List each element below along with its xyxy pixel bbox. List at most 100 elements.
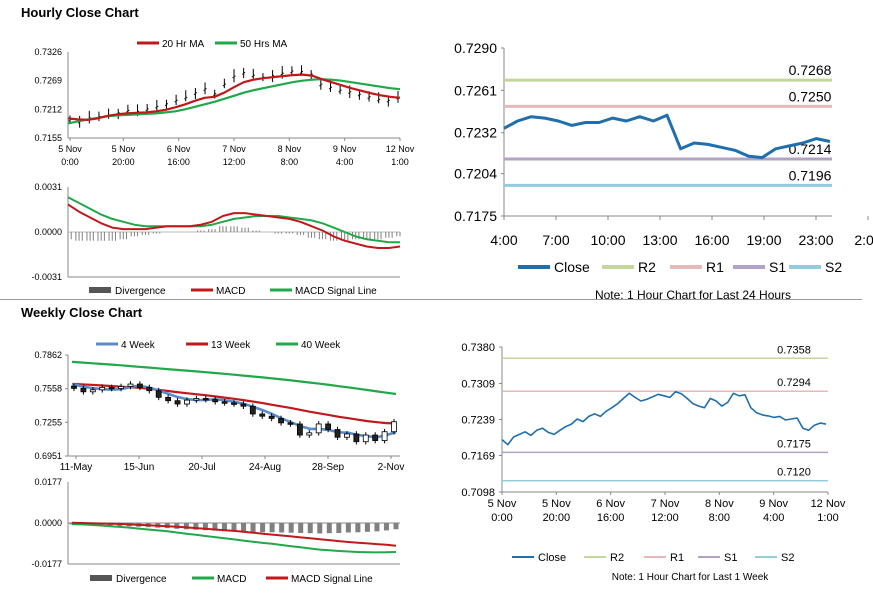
weekly-candle bbox=[372, 434, 379, 441]
weekly-divergence-bar bbox=[317, 523, 323, 534]
weekly-divergence-bar bbox=[279, 523, 285, 533]
weekly-divergence-bar bbox=[355, 523, 361, 533]
weekly-divergence-bar bbox=[193, 523, 199, 530]
weekly-candle bbox=[362, 434, 369, 443]
hourly-price-y-tick: 0.7212 bbox=[34, 104, 62, 114]
w1h-x-tick: 12:00 bbox=[651, 512, 679, 524]
weekly-divergence-bar bbox=[307, 523, 313, 534]
hourly-price-x-tick: 1:00 bbox=[391, 157, 409, 167]
weekly-divergence-bar bbox=[336, 523, 342, 533]
legend-4-week-label: 4 Week bbox=[121, 340, 156, 351]
w1h-y-tick: 0.7309 bbox=[461, 378, 495, 390]
h24-x-tick: 2:00 bbox=[854, 232, 873, 248]
weekly-price-x-tick: 15-Jun bbox=[124, 462, 155, 473]
w1h-level-s2-label: 0.7120 bbox=[777, 467, 811, 479]
w1h-x-tick: 12 Nov bbox=[811, 498, 846, 510]
w1h-x-tick: 16:00 bbox=[597, 512, 625, 524]
h24-legend-label-close: Close bbox=[554, 259, 590, 275]
legend-50hrs-ma-label: 50 Hrs MA bbox=[240, 39, 288, 50]
w1h-level-r1-label: 0.7294 bbox=[777, 377, 811, 389]
weekly-candle bbox=[136, 383, 143, 388]
weekly-40wk-line bbox=[71, 360, 397, 396]
h24-x-tick: 16:00 bbox=[694, 232, 729, 248]
weekly-candle bbox=[184, 399, 190, 405]
weekly-divergence-bar bbox=[241, 523, 247, 532]
h24-x-tick: 19:00 bbox=[746, 232, 781, 248]
weekly-divergence-bar bbox=[374, 523, 380, 532]
w1h-note: Note: 1 Hour Chart for Last 1 Week bbox=[612, 572, 770, 583]
weekly-section-title: Weekly Close Chart bbox=[21, 305, 143, 320]
weekly-divergence-bar bbox=[326, 523, 332, 534]
weekly-macd-line bbox=[71, 523, 397, 554]
h24-legend-label-r1: R1 bbox=[706, 259, 724, 275]
weekly-candle bbox=[249, 405, 256, 415]
weekly-candle bbox=[353, 433, 360, 443]
hourly-price-y-tick: 0.7155 bbox=[34, 133, 62, 143]
w1h-x-tick: 1:00 bbox=[817, 512, 838, 524]
h24-x-tick: 4:00 bbox=[490, 232, 517, 248]
weekly-candle bbox=[240, 403, 247, 407]
h24-y-tick: 0.7204 bbox=[454, 166, 497, 182]
hourly-price-x-tick: 20:00 bbox=[112, 157, 135, 167]
weekly-candle bbox=[99, 386, 106, 391]
weekly-divergence-bar bbox=[269, 523, 275, 533]
hourly-macd-y-tick: 0.0000 bbox=[34, 227, 62, 237]
hourly-macd-y-tick: -0.0031 bbox=[31, 272, 62, 282]
weekly-candle bbox=[155, 390, 162, 398]
weekly-divergence-bar bbox=[260, 523, 266, 533]
w1h-x-tick: 5 Nov bbox=[542, 498, 571, 510]
weekly-divergence-bar bbox=[298, 523, 304, 533]
weekly-divergence-bar bbox=[202, 523, 208, 531]
weekly-divergence-bar bbox=[221, 523, 227, 532]
weekly-price-x-tick: 11-May bbox=[60, 462, 93, 473]
hourly-price-x-tick: 8:00 bbox=[281, 157, 299, 167]
weekly-price-x-tick: 20-Jul bbox=[188, 462, 215, 473]
h24-x-tick: 10:00 bbox=[590, 232, 625, 248]
weekly-candle bbox=[193, 398, 200, 401]
weekly-divergence-bar bbox=[183, 523, 189, 530]
h24-level-s2-label: 0.7196 bbox=[789, 167, 832, 183]
legend-hourly-macd-label: MACD bbox=[216, 286, 245, 297]
hourly-price-x-tick: 5 Nov bbox=[112, 144, 136, 154]
weekly-divergence-bar bbox=[250, 523, 256, 533]
hourly-macd-y-tick: 0.0031 bbox=[34, 182, 62, 192]
w1h-x-tick: 7 Nov bbox=[651, 498, 680, 510]
weekly-price-y-tick: 0.7558 bbox=[34, 384, 62, 394]
hourly-price-x-tick: 4:00 bbox=[336, 157, 354, 167]
hourly-price-x-tick: 5 Nov bbox=[58, 144, 82, 154]
hourly-price-x-tick: 8 Nov bbox=[278, 144, 302, 154]
hourly-price-x-tick: 6 Nov bbox=[167, 144, 191, 154]
w1h-x-tick: 8:00 bbox=[709, 512, 730, 524]
weekly-candle bbox=[296, 423, 303, 436]
weekly-candle bbox=[202, 398, 209, 401]
weekly-price-y-tick: 0.7862 bbox=[34, 350, 62, 360]
weekly-candle bbox=[306, 432, 313, 436]
w1h-y-tick: 0.7098 bbox=[461, 487, 495, 499]
weekly-candle bbox=[315, 423, 322, 434]
hourly-macd-line bbox=[67, 203, 401, 249]
legend-13-week-label: 13 Week bbox=[211, 340, 251, 351]
hourly-20hr-ma-line bbox=[67, 73, 401, 122]
h24-y-tick: 0.7175 bbox=[454, 208, 497, 224]
w1h-legend-label-s1: S1 bbox=[724, 552, 737, 564]
h24-x-tick: 13:00 bbox=[642, 232, 677, 248]
weekly-macd-y-tick: 0.0177 bbox=[34, 477, 62, 487]
section-divider bbox=[0, 299, 862, 300]
weekly-price-x-tick: 2-Nov bbox=[378, 462, 405, 473]
hourly-price-x-tick: 0:00 bbox=[61, 157, 79, 167]
hourly-section-title: Hourly Close Chart bbox=[21, 5, 139, 20]
hourly-price-x-tick: 16:00 bbox=[167, 157, 190, 167]
weekly-divergence-bar bbox=[288, 523, 294, 533]
w1h-x-tick: 6 Nov bbox=[596, 498, 625, 510]
weekly-divergence-bar bbox=[364, 523, 370, 532]
weekly-candle bbox=[221, 401, 228, 404]
weekly-4wk-line bbox=[71, 382, 397, 439]
weekly-divergence-bar bbox=[231, 523, 237, 532]
h24-y-tick: 0.7232 bbox=[454, 125, 497, 141]
h24-close-line bbox=[503, 113, 831, 160]
w1h-legend-label-r2: R2 bbox=[610, 552, 624, 564]
weekly-candle bbox=[89, 389, 96, 393]
weekly-candle bbox=[268, 415, 275, 419]
h24-y-tick: 0.7290 bbox=[454, 40, 497, 56]
weekly-price-x-tick: 28-Sep bbox=[312, 462, 345, 473]
